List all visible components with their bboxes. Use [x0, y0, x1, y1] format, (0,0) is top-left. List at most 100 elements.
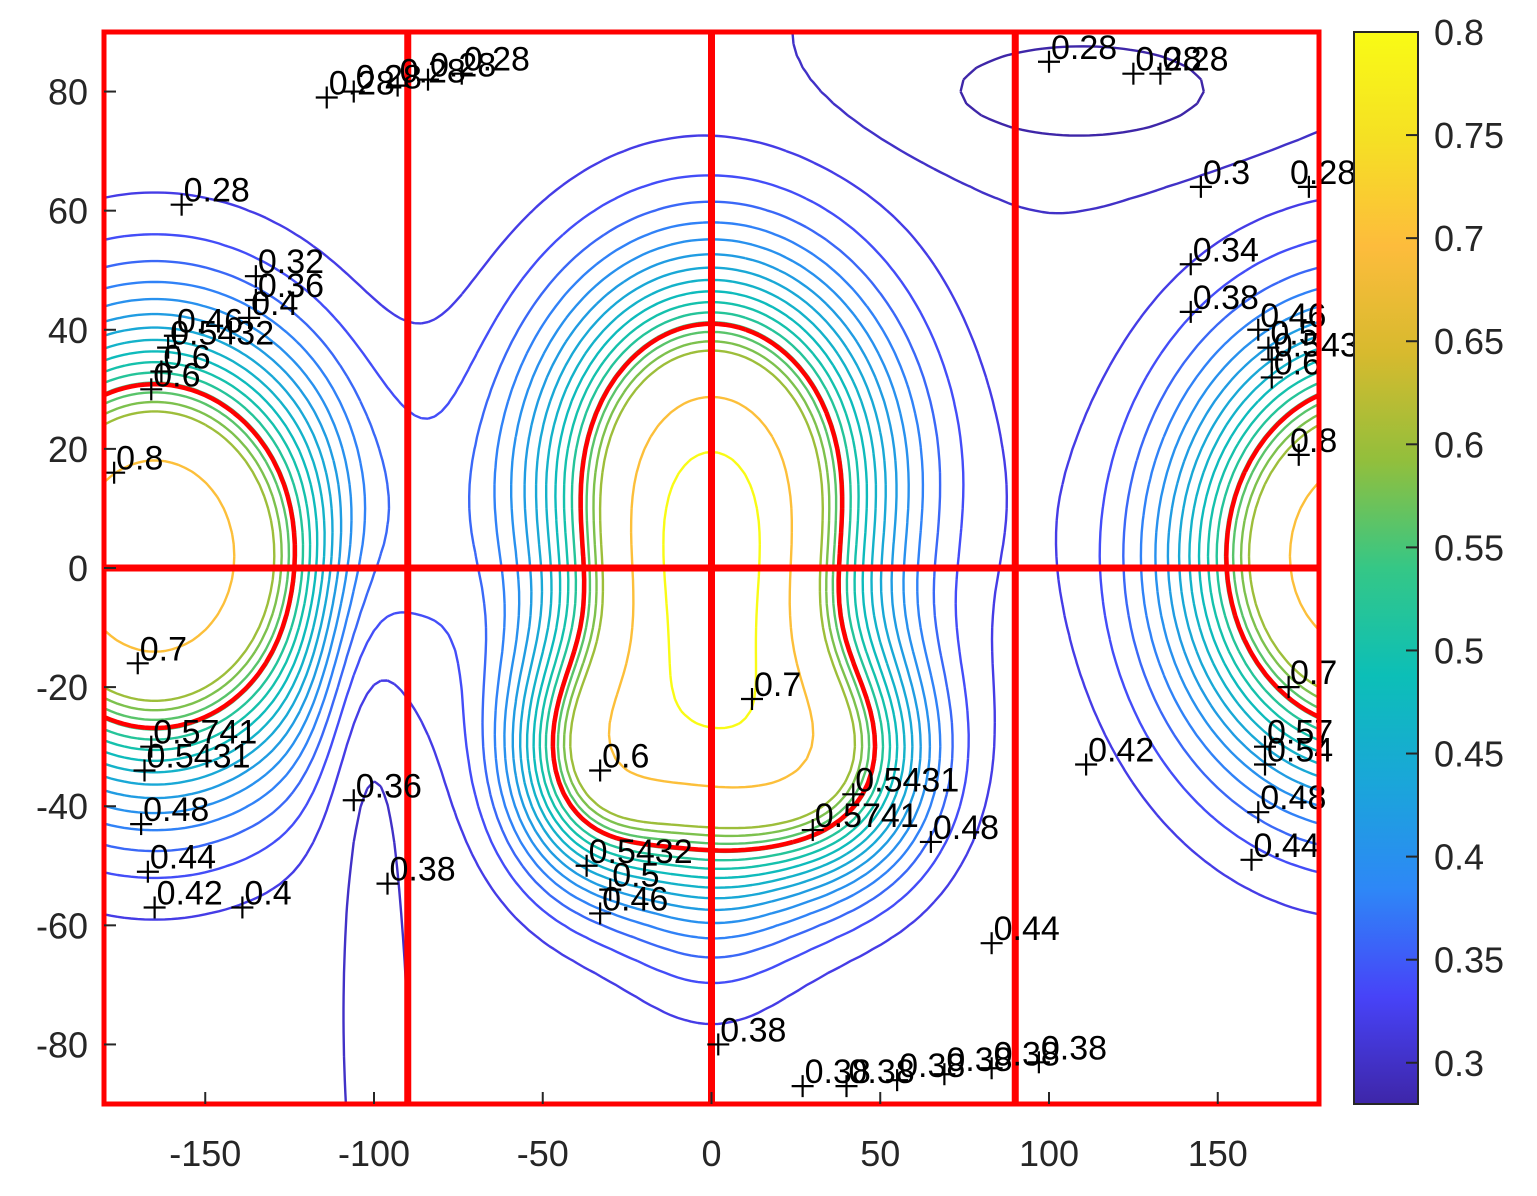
contour-label: 0.44	[1240, 827, 1320, 871]
contour-label-text: 0.28	[1162, 41, 1228, 79]
contour-label-text: 0.36	[258, 267, 324, 305]
contour-label-text: 0.8	[1290, 422, 1337, 460]
contour-label: 0.57	[1254, 714, 1333, 758]
contour-label: 0.5741	[801, 797, 919, 842]
contour-label-text: 0.34	[1193, 231, 1259, 269]
contour-label: 0.38	[376, 851, 456, 895]
y-tick-label: -40	[36, 786, 88, 827]
contour-label-text: 0.7	[1290, 654, 1337, 692]
contour-label-text: 0.38	[849, 1053, 915, 1091]
contour-label-text: 0.4	[251, 285, 298, 323]
contour-label: 0.28	[342, 59, 422, 103]
contour-label: 0.3	[1189, 154, 1250, 198]
colorbar-tick-label: 0.35	[1434, 940, 1504, 981]
colorbar-tick-label: 0.45	[1434, 734, 1504, 775]
contour-label-text: 0.48	[1260, 779, 1326, 817]
contour-line	[662, 450, 761, 730]
contour-label: 0.32	[244, 243, 324, 288]
contour-line	[104, 340, 1319, 838]
contour-label-text: 0.42	[1088, 732, 1154, 770]
contour-label: 0.5431	[133, 737, 251, 782]
contour-label: 0.38	[707, 1011, 786, 1056]
contour-label: 0.38	[886, 1047, 965, 1092]
colorbar-tick-label: 0.3	[1434, 1043, 1484, 1084]
contour-label: 0.28	[450, 41, 530, 85]
contour-line	[104, 174, 1319, 985]
contour-label: 0.44	[980, 910, 1060, 955]
contour-label-text: 0.28	[1051, 29, 1117, 67]
contour-label: 0.5432	[575, 833, 693, 877]
x-tick-label: 0	[701, 1133, 721, 1174]
colorbar-ticks: 0.3 0.35 0.4 0.45 0.5 0.55 0.6 0.65 0.7 0.75 0.8	[1406, 12, 1504, 1084]
contour-label-text: 0.5431	[855, 761, 959, 799]
y-tick-label: 60	[48, 191, 88, 232]
contour-lines	[104, 32, 1319, 1104]
contour-line	[104, 238, 1319, 925]
contour-label: 0.42	[143, 874, 223, 919]
contour-label-text: 0.28	[464, 41, 530, 79]
contour-line	[104, 349, 1319, 830]
contour-label-text: 0.5	[612, 857, 659, 895]
contour-label-text: 0.38	[1041, 1029, 1107, 1067]
x-axis: -150 -100 -50 0 50 100 150	[169, 1092, 1248, 1174]
contour-label: 0.28	[1038, 29, 1117, 73]
contour-label-text: 0.8	[116, 440, 163, 478]
x-tick-label: 100	[1019, 1133, 1079, 1174]
contour-label-text: 0.46	[1260, 297, 1326, 335]
contour-label-text: 0.5432	[170, 315, 274, 353]
contour-label-text: 0.57	[1267, 714, 1333, 752]
contour-label-text: 0.6	[153, 356, 200, 394]
contour-label: 0.38	[835, 1053, 915, 1098]
contour-label: 0.34	[1179, 231, 1259, 276]
contour-label-text: 0.28	[430, 47, 496, 85]
x-tick-label: -150	[169, 1133, 241, 1174]
contour-label-text: 0.6	[1274, 344, 1321, 382]
contour-label: 0.38	[1027, 1029, 1107, 1074]
contour-label-text: 0.5432	[589, 833, 693, 871]
x-tick-label: -100	[338, 1133, 410, 1174]
contour-label: 0.28	[386, 53, 466, 97]
contour-label-text: 0.28	[356, 59, 422, 97]
contour-label: 0.6	[150, 338, 211, 383]
y-tick-label: 40	[48, 310, 88, 351]
contour-label: 0.48	[919, 809, 999, 853]
contour-line	[104, 253, 1319, 912]
colorbar-gradient	[1353, 31, 1419, 1105]
contour-label: 0.28	[315, 65, 395, 109]
contour-line	[104, 300, 1319, 870]
contour-label: 0.6	[589, 737, 649, 782]
contour-label: 0.38	[980, 1035, 1060, 1080]
contour-label: 0.8	[103, 440, 163, 484]
contour-label: 0.46	[1247, 297, 1326, 341]
contour-label-text: 0.6	[163, 338, 210, 376]
contour-label-text: 0.28	[1135, 41, 1201, 79]
contour-label: 0.38	[791, 1053, 871, 1098]
contour-label-text: 0.44	[150, 839, 216, 877]
contour-label: 0.44	[136, 839, 216, 883]
y-tick-label: -60	[36, 905, 88, 946]
contour-label-text: 0.38	[994, 1035, 1060, 1073]
colorbar-tick-label: 0.4	[1434, 837, 1484, 878]
contour-label: 0.7	[126, 630, 187, 675]
contour-label-text: 0.38	[1193, 279, 1259, 317]
contour-label-text: 0.6	[602, 737, 649, 775]
colorbar-tick-label: 0.75	[1434, 115, 1504, 156]
contour-label-text: 0.54	[1267, 732, 1333, 770]
contour-label-text: 0.42	[157, 874, 223, 912]
contour-label-text: 0.4	[244, 874, 291, 912]
colorbar-tick-label: 0.7	[1434, 218, 1484, 259]
colorbar-tick-label: 0.6	[1434, 424, 1484, 465]
contour-label-text: 0.38	[720, 1011, 786, 1049]
contour-label-text: 0.5	[1270, 315, 1317, 353]
contour-label: 0.7	[741, 666, 801, 711]
contour-label: 0.46	[163, 303, 243, 347]
contour-line	[104, 330, 1319, 845]
contour-label: 0.4	[238, 285, 298, 329]
contour-label-text: 0.32	[258, 243, 324, 281]
contour-line	[104, 311, 1319, 862]
x-tick-label: 150	[1188, 1133, 1248, 1174]
contour-label-text: 0.48	[143, 791, 209, 829]
contour-label: 0.28	[1149, 41, 1229, 85]
contour-label-text: 0.5741	[153, 714, 257, 752]
contour-label: 0.36	[244, 267, 324, 311]
